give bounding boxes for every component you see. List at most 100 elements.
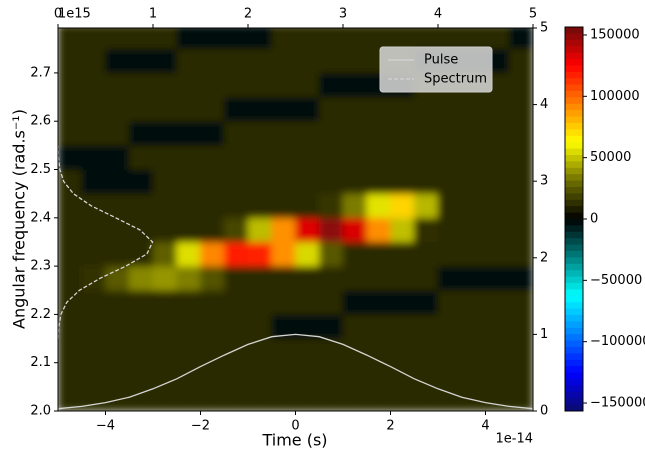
heatmap-cell	[437, 265, 463, 291]
x-tick-label: 2	[386, 419, 394, 434]
heatmap-cell	[461, 28, 486, 50]
heatmap-cell	[342, 96, 368, 122]
heatmap-cell	[461, 338, 486, 364]
heatmap-cell	[58, 48, 83, 74]
heatmap-cell	[413, 169, 439, 194]
heatmap-cell	[461, 362, 486, 388]
heatmap-cell	[247, 289, 273, 315]
colorbar-tick-label: −150000	[590, 396, 645, 411]
colorbar-band	[565, 327, 583, 335]
heatmap-cell	[223, 289, 249, 315]
colorbar-band	[565, 148, 583, 156]
heatmap-cell	[176, 96, 201, 122]
colorbar-band	[565, 270, 583, 278]
heatmap-cell	[247, 96, 273, 122]
heatmap-cell	[461, 265, 486, 291]
heatmap-cell	[200, 48, 225, 74]
heatmap-cell	[128, 362, 154, 388]
heatmap-cell	[437, 362, 463, 388]
heatmap-cell	[413, 265, 439, 291]
heatmap-cell	[366, 362, 391, 388]
heatmap-cell	[81, 338, 106, 364]
y2-tick-label: 0	[540, 404, 548, 419]
heatmap-cell	[295, 120, 320, 146]
heatmap-cell	[271, 362, 296, 388]
heatmap-cell	[223, 169, 249, 194]
heatmap-cell	[176, 265, 201, 291]
heatmap-cell	[295, 169, 320, 194]
heatmap-cell	[128, 217, 154, 243]
colorbar-band	[565, 372, 583, 380]
heatmap-cell	[485, 265, 510, 291]
colorbar-band	[565, 238, 583, 246]
heatmap-cell	[81, 193, 106, 219]
colorbar-band	[565, 340, 583, 348]
heatmap-cell	[105, 241, 130, 267]
heatmap-cell	[200, 289, 225, 315]
heatmap-cell	[58, 217, 83, 243]
heatmap-cell	[437, 28, 463, 50]
heatmap-cell	[366, 120, 391, 146]
heatmap-cell	[342, 169, 368, 194]
heatmap-cell	[271, 338, 296, 364]
heatmap-cell	[508, 338, 533, 364]
heatmap-cell	[318, 28, 344, 50]
y-tick-label: 2.3	[30, 259, 51, 274]
colorbar-band	[565, 103, 583, 111]
heatmap-cell	[128, 314, 154, 339]
heatmap-cell	[105, 386, 130, 411]
heatmap-cell	[366, 265, 391, 291]
heatmap-cell	[390, 96, 415, 122]
heatmap-cell	[152, 265, 178, 291]
x-axis-label: Time (s)	[261, 431, 327, 450]
heatmap-cell	[508, 241, 533, 267]
heatmap-cell	[152, 193, 178, 219]
heatmap-cell	[105, 193, 130, 219]
y-tick-label: 2.2	[30, 307, 51, 322]
heatmap-cell	[342, 28, 368, 50]
heatmap-cell	[58, 314, 83, 339]
heatmap-cell	[508, 289, 533, 315]
x-offset-label: 1e-14	[495, 432, 533, 447]
colorbar-band	[565, 302, 583, 310]
heatmap	[58, 28, 533, 411]
heatmap-cell	[58, 96, 83, 122]
heatmap-cell	[81, 120, 106, 146]
heatmap-cell	[508, 265, 533, 291]
colorbar-band	[565, 161, 583, 169]
heatmap-cell	[271, 241, 296, 267]
heatmap-cell	[58, 289, 83, 315]
heatmap-cell	[461, 386, 486, 411]
heatmap-cell	[81, 241, 106, 267]
heatmap-cell	[176, 169, 201, 194]
heatmap-cell	[128, 338, 154, 364]
heatmap-cell	[200, 169, 225, 194]
heatmap-cell	[485, 145, 510, 170]
colorbar-band	[565, 91, 583, 98]
heatmap-cell	[508, 120, 533, 146]
colorbar-band	[565, 244, 583, 252]
heatmap-cell	[223, 28, 249, 50]
colorbar-band	[565, 398, 583, 406]
heatmap-cell	[437, 120, 463, 146]
heatmap-cell	[128, 72, 154, 98]
colorbar-band	[565, 231, 583, 239]
colorbar-band	[565, 167, 583, 175]
heatmap-cell	[342, 265, 368, 291]
colorbar-tick-label: 150000	[590, 27, 640, 42]
heatmap-cell	[295, 28, 320, 50]
heatmap-cell	[508, 169, 533, 194]
heatmap-cell	[390, 217, 415, 243]
heatmap-cell	[366, 289, 391, 315]
y2-tick-label: 2	[540, 250, 548, 265]
heatmap-cell	[295, 217, 320, 243]
x2-tick-label: 5	[529, 7, 537, 22]
colorbar-band	[565, 187, 583, 194]
heatmap-cell	[318, 362, 344, 388]
heatmap-cell	[485, 28, 510, 50]
colorbar-band	[565, 308, 583, 316]
heatmap-cell	[461, 96, 486, 122]
heatmap-cell	[366, 386, 391, 411]
colorbar-band	[565, 212, 583, 220]
heatmap-cell	[152, 217, 178, 243]
